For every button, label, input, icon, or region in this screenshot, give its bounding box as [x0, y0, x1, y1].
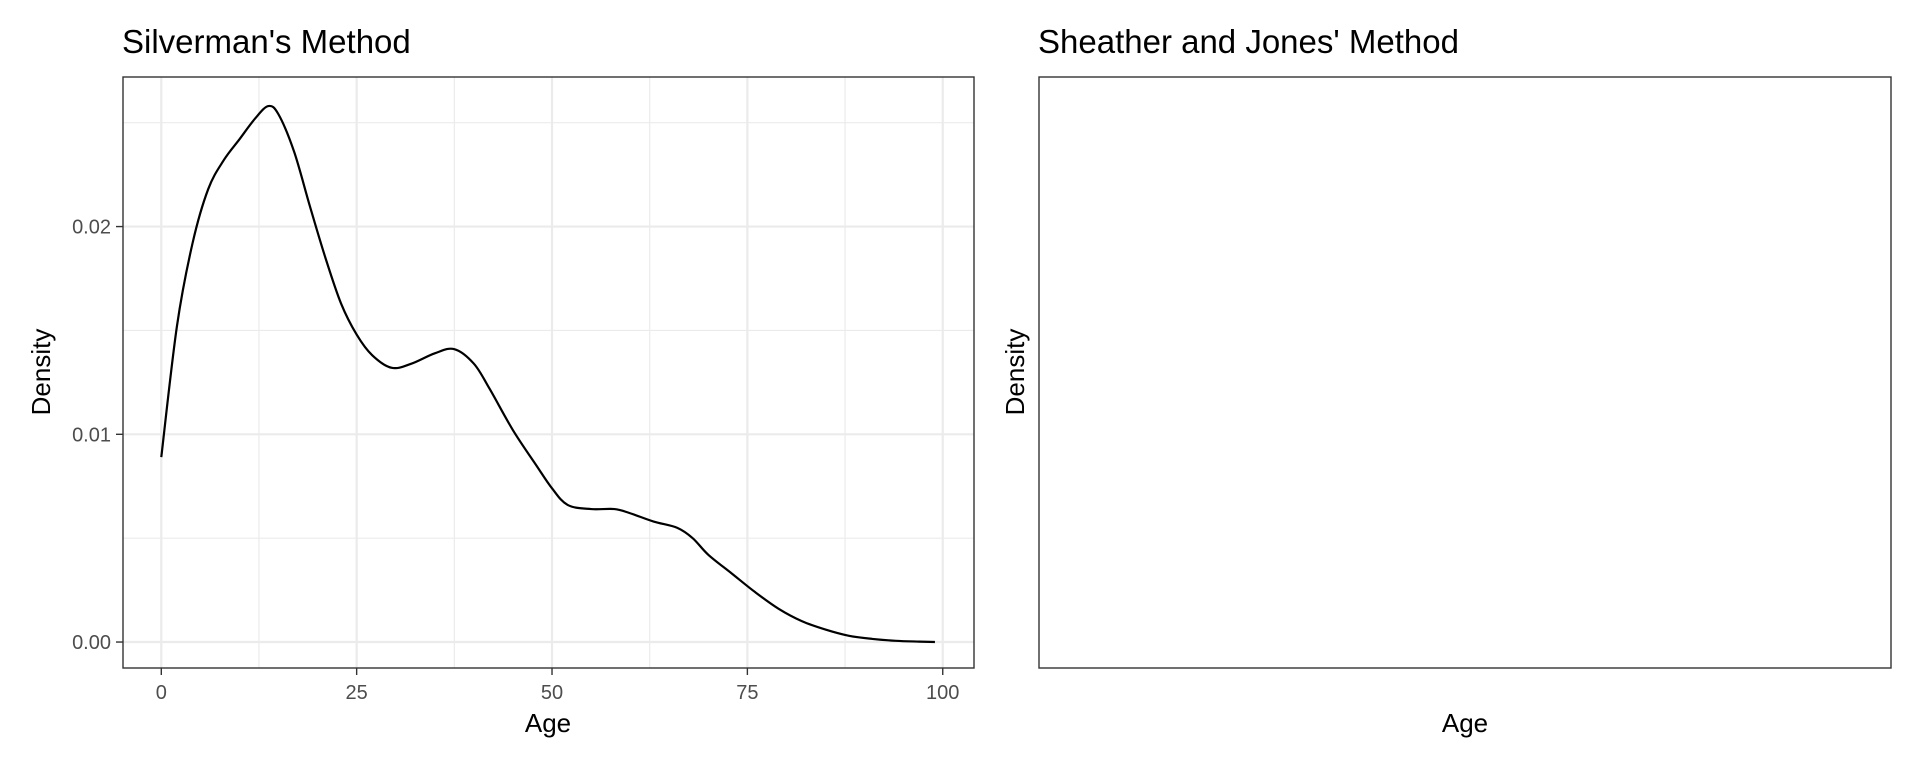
y-tick-label: 0.02 — [72, 217, 111, 239]
x-tick-label: 100 — [926, 682, 959, 704]
x-tick-label: 75 — [736, 682, 758, 704]
x-tick-label: 50 — [541, 682, 563, 704]
right-chart-title: Sheather and Jones' Method — [1038, 23, 1459, 60]
left-axis-ticks: 0 25 50 75 100 0.00 0.01 0.02 — [72, 217, 959, 704]
y-tick-label: 0.01 — [72, 424, 111, 446]
left-chart-title: Silverman's Method — [122, 23, 411, 60]
sheather-jones-panel: Sheather and Jones' Method Age Density — [1000, 23, 1892, 738]
left-density-series — [160, 104, 935, 644]
right-y-axis-title: Density — [1000, 329, 1030, 416]
right-panel-border — [1038, 76, 1892, 669]
x-tick-label: 0 — [156, 682, 167, 704]
right-x-axis-title: Age — [1442, 708, 1488, 738]
left-y-axis-title: Density — [26, 329, 56, 416]
density-line — [160, 104, 935, 644]
left-panel-border — [122, 76, 975, 669]
y-tick-label: 0.00 — [72, 632, 111, 654]
x-tick-label: 25 — [346, 682, 368, 704]
left-gridlines — [123, 77, 974, 668]
left-x-axis-title: Age — [525, 708, 571, 738]
silverman-panel: Silverman's Method 0 25 50 75 100 0.00 0.01 0.0… — [26, 23, 975, 738]
